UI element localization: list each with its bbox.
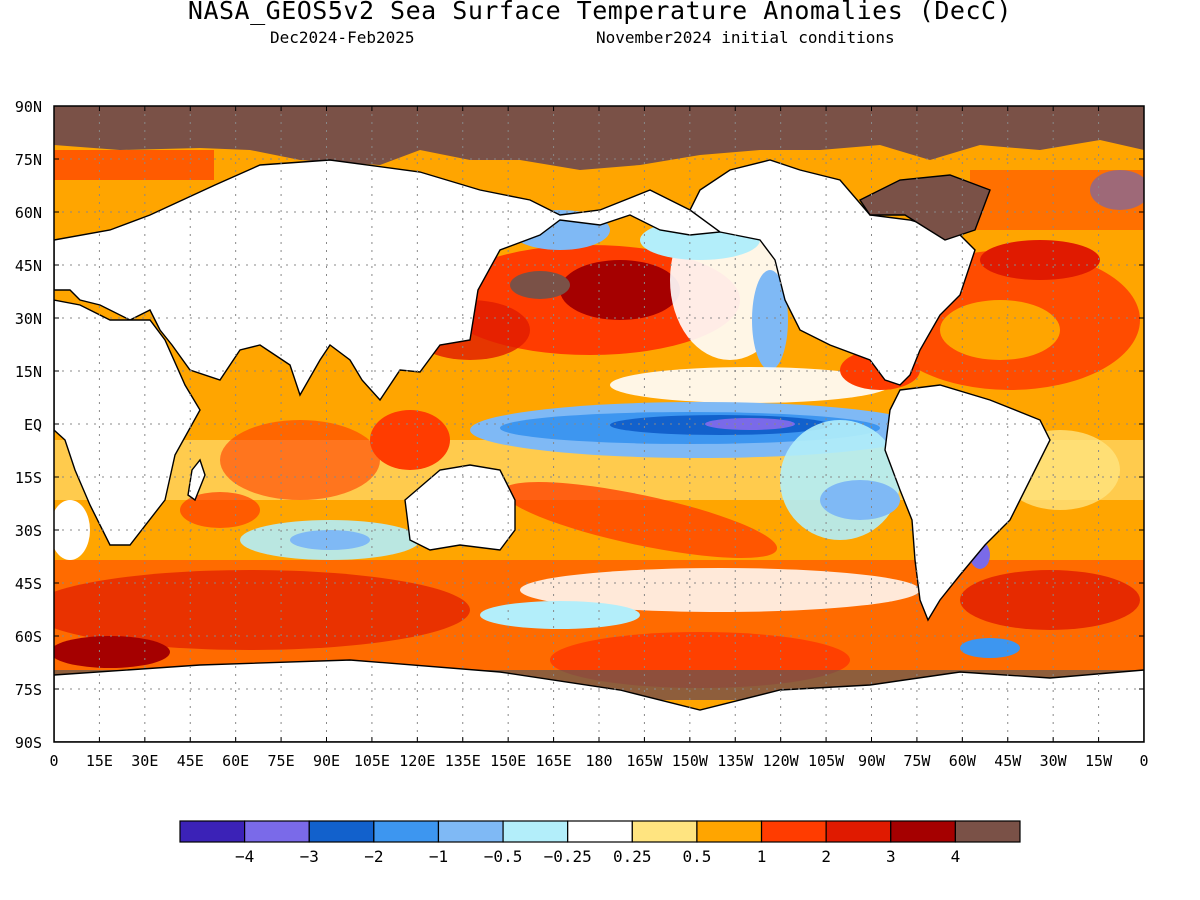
latitude-label: 75S <box>15 681 42 699</box>
longitude-label: 90E <box>313 752 340 770</box>
colorbar-label: −2 <box>364 847 383 866</box>
longitude-label: 90W <box>858 752 886 770</box>
latitude-label: 60N <box>15 204 42 222</box>
colorbar <box>179 820 1021 843</box>
colorbar-swatch <box>373 820 440 843</box>
longitude-label: 0 <box>1139 752 1148 770</box>
longitude-label: 120E <box>399 752 435 770</box>
colorbar-swatch <box>567 820 633 843</box>
longitude-label: 15E <box>86 752 113 770</box>
colorbar-swatch <box>696 820 763 843</box>
longitude-label: 75E <box>268 752 295 770</box>
colorbar-labels: −4 −3 −2 −1 −0.5 −0.25 0.25 0.5 1 2 3 4 <box>235 847 960 866</box>
longitude-label: 45W <box>994 752 1022 770</box>
colorbar-swatch <box>954 820 1021 843</box>
colorbar-swatch <box>825 820 892 843</box>
forecast-period: Dec2024-Feb2025 <box>270 28 415 47</box>
colorbar-label: 3 <box>886 847 896 866</box>
colorbar-label: −0.25 <box>544 847 592 866</box>
longitude-label: 180 <box>585 752 612 770</box>
longitude-label: 150W <box>672 752 709 770</box>
colorbar-label: 1 <box>757 847 767 866</box>
colorbar-label: 0.5 <box>682 847 711 866</box>
longitude-label: 165E <box>536 752 572 770</box>
longitude-label: 150E <box>490 752 526 770</box>
colorbar-swatch <box>502 820 569 843</box>
anomaly-field <box>54 106 1144 742</box>
continent-outlines <box>54 159 1144 742</box>
longitude-label: 0 <box>49 752 58 770</box>
longitude-label: 45E <box>177 752 204 770</box>
colorbar-swatch <box>890 820 956 843</box>
latitude-label: 45N <box>15 257 42 275</box>
latitude-labels: 90N 75N 60N 45N 30N 15N EQ 15S 30S 45S 60S 75S 90S <box>15 98 42 752</box>
longitude-label: 60W <box>949 752 977 770</box>
longitude-label: 30E <box>131 752 158 770</box>
colorbar-label: 4 <box>951 847 961 866</box>
latitude-label: 90S <box>15 734 42 752</box>
colorbar-swatch <box>631 820 698 843</box>
latitude-label: 45S <box>15 575 42 593</box>
latitude-label: EQ <box>24 416 42 434</box>
colorbar-label: −0.5 <box>484 847 523 866</box>
graticule <box>54 106 1144 742</box>
colorbar-label: 0.25 <box>613 847 652 866</box>
latitude-label: 75N <box>15 151 42 169</box>
longitude-label: 60E <box>222 752 249 770</box>
colorbar-label: −3 <box>300 847 319 866</box>
longitude-label: 135W <box>717 752 754 770</box>
colorbar-label: 2 <box>821 847 831 866</box>
latitude-label: 60S <box>15 628 42 646</box>
latitude-label: 30S <box>15 522 42 540</box>
longitude-labels: 0 15E 30E 45E 60E 75E 90E 105E 120E 135E 150E 165E 1… <box>49 752 1148 770</box>
colorbar-swatch <box>179 820 246 843</box>
longitude-label: 135E <box>445 752 481 770</box>
longitude-label: 105E <box>354 752 390 770</box>
latitude-label: 30N <box>15 310 42 328</box>
longitude-label: 30W <box>1040 752 1068 770</box>
axis-ticks <box>53 105 1145 743</box>
colorbar-swatch <box>760 820 827 843</box>
map-title: NASA_GEOS5v2 Sea Surface Temperature Ano… <box>187 0 1013 25</box>
longitude-label: 120W <box>763 752 800 770</box>
initial-conditions: November2024 initial conditions <box>596 28 895 47</box>
colorbar-label: −4 <box>235 847 254 866</box>
longitude-label: 75W <box>903 752 931 770</box>
longitude-label: 15W <box>1085 752 1113 770</box>
longitude-label: 105W <box>808 752 845 770</box>
colorbar-swatch <box>437 820 504 843</box>
colorbar-label: −1 <box>429 847 448 866</box>
colorbar-swatch <box>244 820 310 843</box>
latitude-label: 15S <box>15 469 42 487</box>
latitude-label: 90N <box>15 98 42 116</box>
colorbar-swatch <box>308 820 375 843</box>
latitude-label: 15N <box>15 363 42 381</box>
longitude-label: 165W <box>626 752 663 770</box>
